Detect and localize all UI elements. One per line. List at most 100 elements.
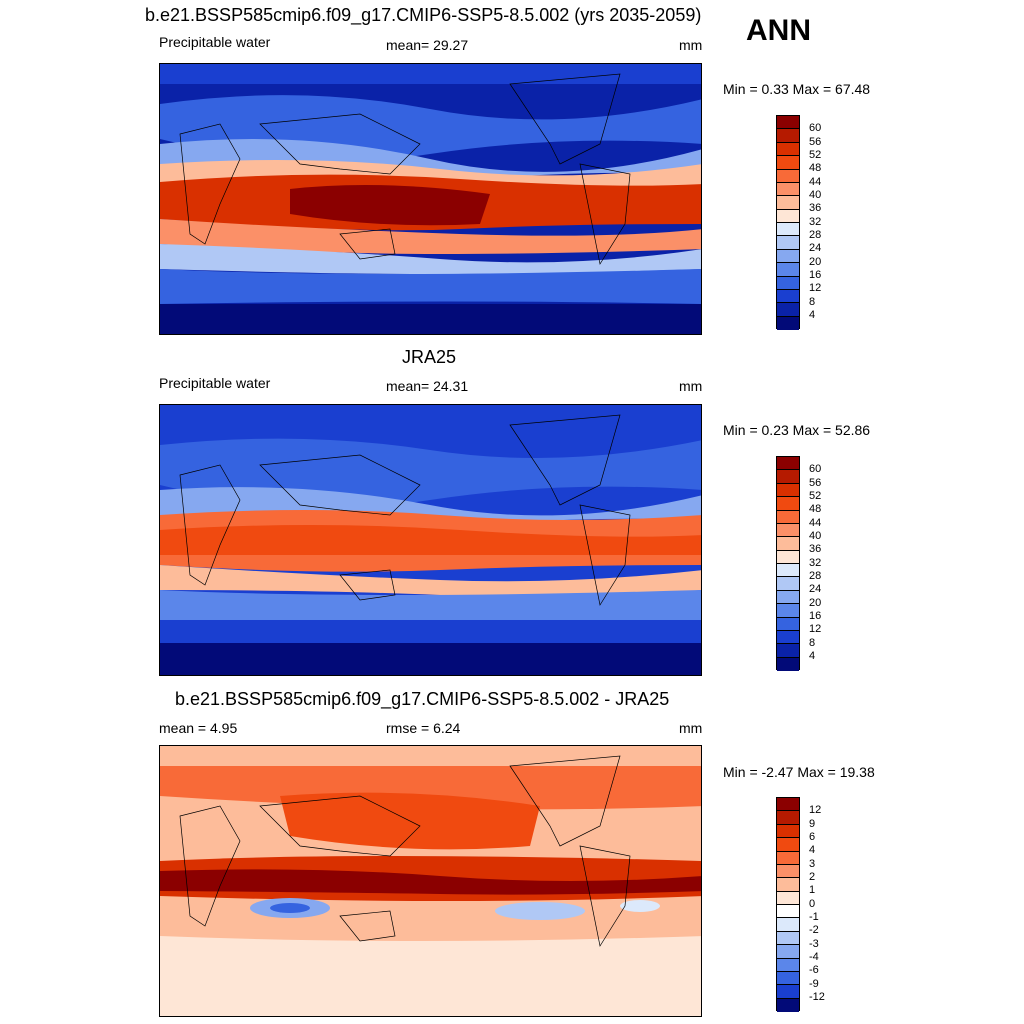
colorbar-tick-label: 32 <box>809 216 822 228</box>
colorbar-tick-label: 20 <box>809 597 822 609</box>
colorbar-swatch <box>777 798 799 812</box>
colorbar-tick-label: 6 <box>809 831 816 843</box>
colorbar-swatch <box>777 196 799 210</box>
colorbar-tick-label: 0 <box>809 898 816 910</box>
colorbar-swatch <box>777 577 799 591</box>
colorbar-tick-label: 40 <box>809 189 822 201</box>
colorbar-swatch <box>777 497 799 511</box>
colorbar-tick-label: 3 <box>809 858 816 870</box>
colorbar-tick-label: 44 <box>809 517 822 529</box>
colorbar-tick-label: 40 <box>809 530 822 542</box>
colorbar-swatch <box>777 604 799 618</box>
colorbar-tick-label: 4 <box>809 309 816 321</box>
panel-2-map <box>159 404 702 676</box>
colorbar-tick-label: 28 <box>809 229 822 241</box>
panel-2-variable-label: Precipitable water <box>159 375 271 391</box>
colorbar-swatch <box>777 303 799 317</box>
panel-1-title: b.e21.BSSP585cmip6.f09_g17.CMIP6-SSP5-8.… <box>145 5 702 25</box>
panel-3-rmse-label: rmse = 6.24 <box>386 720 461 736</box>
colorbar-swatch <box>777 564 799 578</box>
colorbar-tick-label: 8 <box>809 637 816 649</box>
panel-3-title: b.e21.BSSP585cmip6.f09_g17.CMIP6-SSP5-8.… <box>175 689 670 709</box>
colorbar-swatch <box>777 263 799 277</box>
colorbar-tick-label: 2 <box>809 871 816 883</box>
colorbar-tick-label: 12 <box>809 804 822 816</box>
panel-2-mean-label: mean= 24.31 <box>386 378 469 394</box>
colorbar-tick-label: 32 <box>809 557 822 569</box>
colorbar-swatch <box>777 811 799 825</box>
colorbar-swatch <box>777 223 799 237</box>
panel-1-variable-label: Precipitable water <box>159 34 271 50</box>
colorbar-swatch <box>777 316 799 330</box>
colorbar-tick-label: 9 <box>809 818 816 830</box>
colorbar-tick-label: 16 <box>809 610 822 622</box>
colorbar-tick-label: 48 <box>809 162 822 174</box>
colorbar-swatch <box>777 851 799 865</box>
colorbar-swatch <box>777 156 799 170</box>
colorbar-swatch <box>777 483 799 498</box>
panel-1-minmax-label: Min = 0.33 Max = 67.48 <box>723 81 871 97</box>
colorbar-swatch <box>777 129 799 143</box>
colorbar-swatch <box>777 864 799 879</box>
colorbar-swatch <box>777 276 799 290</box>
colorbar-tick-label: -4 <box>809 951 819 963</box>
colorbar-swatch <box>777 905 799 919</box>
colorbar-swatch <box>777 470 799 484</box>
colorbar-tick-label: -12 <box>809 991 825 1003</box>
colorbar-swatch <box>777 838 799 852</box>
colorbar-swatch <box>777 971 799 986</box>
colorbar-tick-label: 28 <box>809 570 822 582</box>
colorbar-swatch <box>777 985 799 999</box>
colorbar-swatch <box>777 931 799 946</box>
colorbar-tick-label: 36 <box>809 202 822 214</box>
colorbar-swatch <box>777 891 799 905</box>
colorbar-tick-label: 1 <box>809 884 816 896</box>
panel-2-title: JRA25 <box>402 347 457 367</box>
colorbar-tick-label: 44 <box>809 176 822 188</box>
colorbar-swatch <box>777 958 799 972</box>
season-label: ANN <box>746 14 811 47</box>
colorbar-tick-label: -1 <box>809 911 819 923</box>
colorbar-swatch <box>777 169 799 183</box>
colorbar-swatch <box>777 510 799 524</box>
panel-3-mean-label: mean = 4.95 <box>159 720 238 736</box>
colorbar-swatch <box>777 824 799 839</box>
panel-3-units-label: mm <box>679 720 703 736</box>
colorbar-tick-label: 4 <box>809 844 816 856</box>
colorbar-tick-label: 52 <box>809 490 822 502</box>
panel-3-colorbar <box>776 797 800 1012</box>
colorbar-swatch <box>777 209 799 223</box>
colorbar-tick-label: 20 <box>809 256 822 268</box>
colorbar-swatch <box>777 644 799 658</box>
panel-3-minmax-label: Min = -2.47 Max = 19.38 <box>723 764 875 780</box>
colorbar-swatch <box>777 657 799 671</box>
panel-2-colorbar <box>776 456 800 671</box>
colorbar-tick-label: 24 <box>809 242 822 254</box>
colorbar-swatch <box>777 878 799 892</box>
panel-2-units-label: mm <box>679 378 703 394</box>
colorbar-tick-label: 56 <box>809 477 822 489</box>
colorbar-tick-label: -3 <box>809 938 819 950</box>
colorbar-tick-label: 4 <box>809 650 816 662</box>
colorbar-swatch <box>777 523 799 538</box>
colorbar-tick-label: 56 <box>809 136 822 148</box>
colorbar-tick-label: 60 <box>809 122 822 134</box>
colorbar-tick-label: 60 <box>809 463 822 475</box>
colorbar-tick-label: 36 <box>809 543 822 555</box>
colorbar-swatch <box>777 537 799 551</box>
colorbar-swatch <box>777 249 799 264</box>
colorbar-tick-label: 24 <box>809 583 822 595</box>
colorbar-tick-label: -6 <box>809 964 819 976</box>
colorbar-swatch <box>777 945 799 959</box>
colorbar-swatch <box>777 550 799 564</box>
panel-1-map <box>159 63 702 335</box>
colorbar-swatch <box>777 236 799 250</box>
colorbar-swatch <box>777 918 799 932</box>
panel-2-minmax-label: Min = 0.23 Max = 52.86 <box>723 422 871 438</box>
colorbar-tick-label: 12 <box>809 623 822 635</box>
colorbar-tick-label: -9 <box>809 978 819 990</box>
colorbar-swatch <box>777 116 799 130</box>
colorbar-tick-label: 8 <box>809 296 816 308</box>
colorbar-swatch <box>777 182 799 197</box>
panel-1-units-label: mm <box>679 37 703 53</box>
